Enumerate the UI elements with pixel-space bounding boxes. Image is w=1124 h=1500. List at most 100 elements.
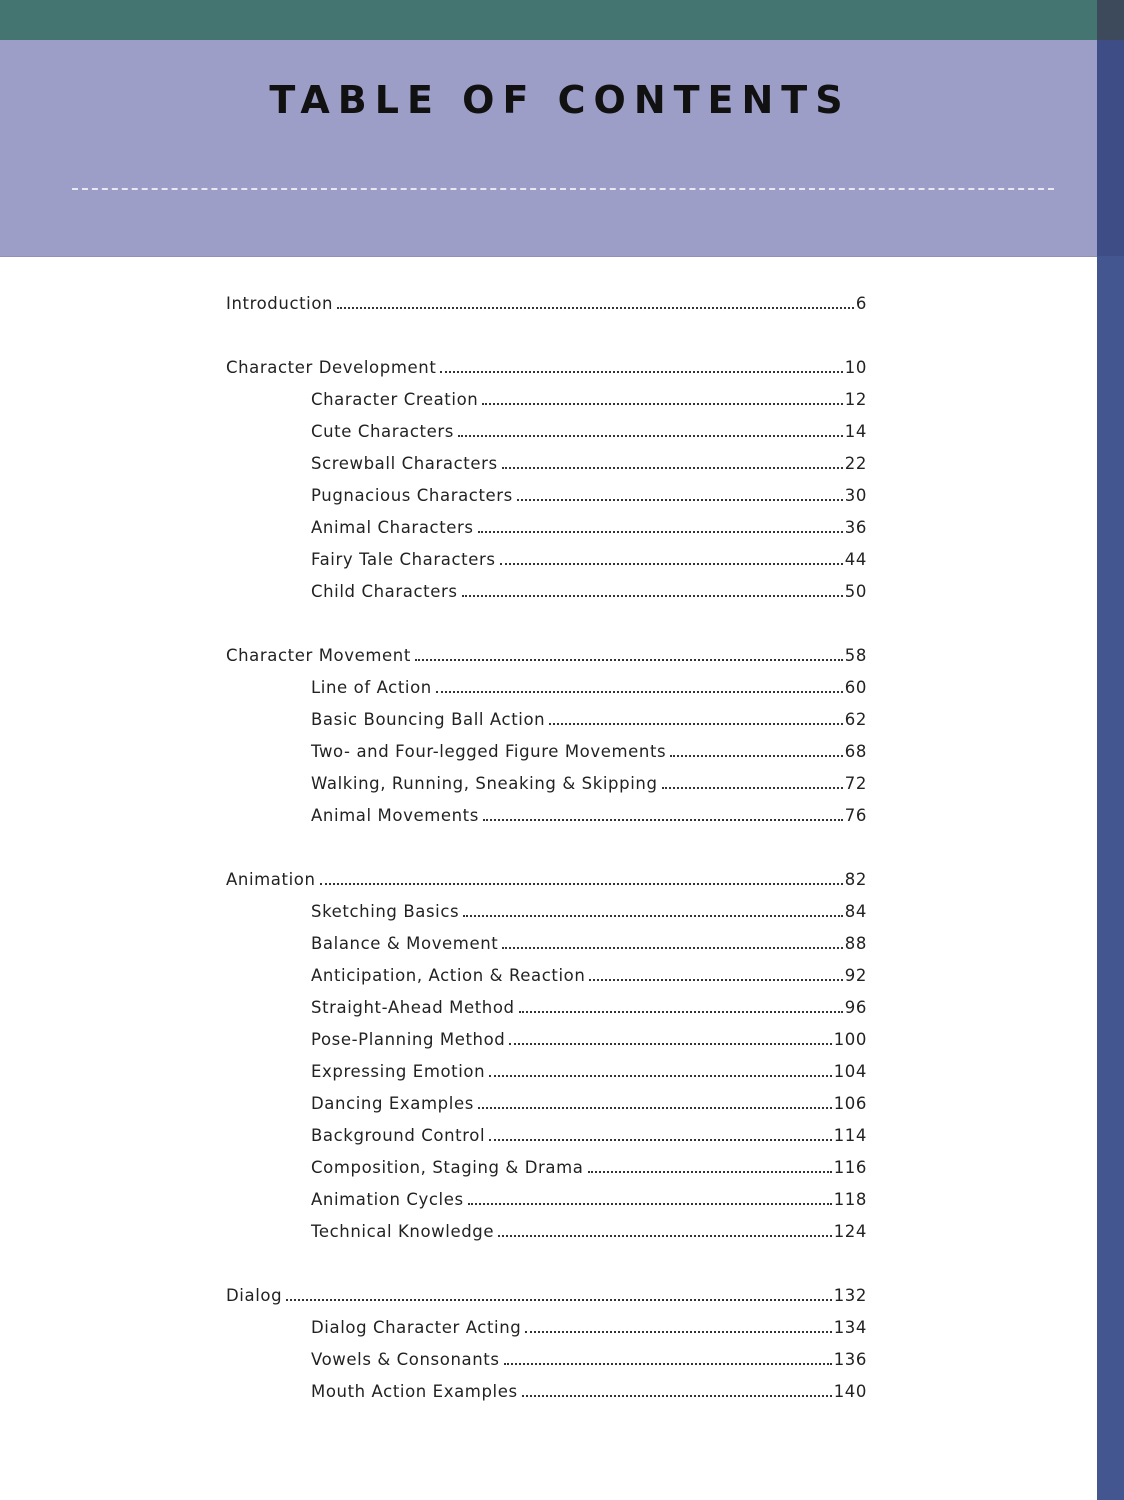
dot-leader xyxy=(489,1139,832,1141)
dot-leader xyxy=(337,307,854,309)
dot-leader xyxy=(509,1043,832,1045)
toc-entry[interactable]: Dancing Examples 106 xyxy=(226,1094,867,1126)
entry-title: Character Development xyxy=(226,358,437,377)
page-number: 96 xyxy=(844,998,867,1017)
page-number: 84 xyxy=(844,902,867,921)
toc-entry[interactable]: Character Movement 58 xyxy=(226,646,867,678)
toc-entry[interactable]: Straight-Ahead Method 96 xyxy=(226,998,867,1030)
entry-title: Dialog xyxy=(226,1286,283,1305)
page-number: 12 xyxy=(844,390,867,409)
header-band xyxy=(0,40,1097,257)
toc-entry[interactable]: Screwball Characters 22 xyxy=(226,454,867,486)
toc-entry[interactable]: Background Control 114 xyxy=(226,1126,867,1158)
dot-leader xyxy=(477,1107,832,1109)
dot-leader xyxy=(482,819,843,821)
entry-title: Basic Bouncing Ball Action xyxy=(311,710,546,729)
dot-leader xyxy=(525,1331,832,1333)
dot-leader xyxy=(319,883,843,885)
toc-entry[interactable]: Pose-Planning Method 100 xyxy=(226,1030,867,1062)
toc-entry[interactable]: Character Creation 12 xyxy=(226,390,867,422)
toc-entry[interactable]: Line of Action 60 xyxy=(226,678,867,710)
dot-leader xyxy=(489,1075,832,1077)
page-edge xyxy=(1097,40,1124,256)
entry-title: Walking, Running, Sneaking & Skipping xyxy=(311,774,658,793)
page-title: TABLE OF CONTENTS xyxy=(269,78,851,122)
page-number: 124 xyxy=(833,1222,867,1241)
page-number: 14 xyxy=(844,422,867,441)
toc-entry[interactable]: Anticipation, Action & Reaction 92 xyxy=(226,966,867,998)
toc-entry[interactable]: Introduction 6 xyxy=(226,294,867,326)
dot-leader xyxy=(521,1395,832,1397)
entry-title: Introduction xyxy=(226,294,334,313)
page-number: 58 xyxy=(844,646,867,665)
dot-leader xyxy=(549,723,843,725)
entry-title: Two- and Four-legged Figure Movements xyxy=(311,742,667,761)
entry-title: Anticipation, Action & Reaction xyxy=(311,966,586,985)
page-number: 114 xyxy=(833,1126,867,1145)
toc-entry[interactable]: Expressing Emotion 104 xyxy=(226,1062,867,1094)
dot-leader xyxy=(440,371,843,373)
entry-title: Composition, Staging & Drama xyxy=(311,1158,584,1177)
toc-entry[interactable]: Walking, Running, Sneaking & Skipping 72 xyxy=(226,774,867,806)
page-number: 116 xyxy=(833,1158,867,1177)
dot-leader xyxy=(457,435,843,437)
entry-title: Dancing Examples xyxy=(311,1094,474,1113)
dot-leader xyxy=(467,1203,832,1205)
entry-title: Straight-Ahead Method xyxy=(311,998,515,1017)
toc-entry[interactable]: Dialog 132 xyxy=(226,1286,867,1318)
toc-entry[interactable]: Sketching Basics 84 xyxy=(226,902,867,934)
toc-entry[interactable]: Vowels & Consonants 136 xyxy=(226,1350,867,1382)
entry-title: Technical Knowledge xyxy=(311,1222,495,1241)
toc-entry[interactable]: Animal Characters 36 xyxy=(226,518,867,550)
page-number: 134 xyxy=(833,1318,867,1337)
entry-title: Animation Cycles xyxy=(311,1190,464,1209)
toc-entry[interactable]: Mouth Action Examples 140 xyxy=(226,1382,867,1414)
page-number: 30 xyxy=(844,486,867,505)
entry-title: Fairy Tale Characters xyxy=(311,550,496,569)
page-number: 22 xyxy=(844,454,867,473)
toc-entry[interactable]: Basic Bouncing Ball Action 62 xyxy=(226,710,867,742)
toc-entry[interactable]: Technical Knowledge 124 xyxy=(226,1222,867,1254)
dot-leader xyxy=(661,787,843,789)
page-number: 106 xyxy=(833,1094,867,1113)
top-bar xyxy=(0,0,1097,40)
toc-entry[interactable]: Composition, Staging & Drama 116 xyxy=(226,1158,867,1190)
toc-entry[interactable]: Animation Cycles 118 xyxy=(226,1190,867,1222)
toc-entry[interactable]: Two- and Four-legged Figure Movements 68 xyxy=(226,742,867,774)
dot-leader xyxy=(499,563,843,565)
page-number: 62 xyxy=(844,710,867,729)
dot-leader xyxy=(498,1235,832,1237)
toc-entry[interactable]: Animal Movements 76 xyxy=(226,806,867,838)
page-number: 60 xyxy=(844,678,867,697)
toc-entry[interactable]: Child Characters 50 xyxy=(226,582,867,614)
page-number: 132 xyxy=(833,1286,867,1305)
toc-entry[interactable]: Character Development 10 xyxy=(226,358,867,390)
dot-leader xyxy=(587,1171,832,1173)
page-number: 104 xyxy=(833,1062,867,1081)
entry-title: Expressing Emotion xyxy=(311,1062,486,1081)
toc-entry[interactable]: Pugnacious Characters 30 xyxy=(226,486,867,518)
page-number: 44 xyxy=(844,550,867,569)
page-edge xyxy=(1097,256,1124,1500)
toc-entry[interactable]: Dialog Character Acting 134 xyxy=(226,1318,867,1350)
dot-leader xyxy=(502,947,843,949)
toc-entry[interactable]: Animation 82 xyxy=(226,870,867,902)
dot-leader xyxy=(670,755,843,757)
page-number: 88 xyxy=(844,934,867,953)
entry-title: Character Creation xyxy=(311,390,479,409)
dot-leader xyxy=(503,1363,832,1365)
toc-entry[interactable]: Balance & Movement 88 xyxy=(226,934,867,966)
entry-title: Screwball Characters xyxy=(311,454,498,473)
page-number: 72 xyxy=(844,774,867,793)
dot-leader xyxy=(286,1299,832,1301)
entry-title: Animation xyxy=(226,870,316,889)
table-of-contents: Introduction 6 Character Development 10 Char… xyxy=(226,294,867,1414)
page-number: 50 xyxy=(844,582,867,601)
dot-leader xyxy=(463,915,843,917)
toc-entry[interactable]: Cute Characters 14 xyxy=(226,422,867,454)
dot-leader xyxy=(589,979,843,981)
entry-title: Balance & Movement xyxy=(311,934,499,953)
dot-leader xyxy=(435,691,843,693)
entry-title: Background Control xyxy=(311,1126,486,1145)
toc-entry[interactable]: Fairy Tale Characters 44 xyxy=(226,550,867,582)
